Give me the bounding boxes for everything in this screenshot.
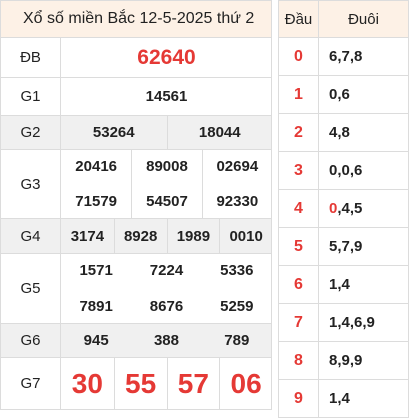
loto-tail: 0,4,5	[318, 189, 409, 228]
prize-number: 7891	[79, 297, 113, 315]
tail-digits: 0	[329, 200, 338, 217]
loto-head: 8	[278, 341, 319, 380]
prize-number: 3174	[70, 227, 105, 245]
tail-digits: 4,8	[329, 124, 350, 141]
prize-number: 62640	[137, 45, 196, 69]
prize-number: 0010	[219, 218, 272, 254]
prize-number: 20416	[75, 158, 118, 175]
prize-number: 1571	[79, 262, 113, 280]
loto-tail: 5,7,9	[318, 227, 409, 266]
loto-head: 2	[278, 113, 319, 152]
prize-number: 06	[219, 357, 272, 410]
prize-name: G4	[0, 218, 61, 254]
prize-name: G1	[0, 77, 61, 116]
prize-number: 5336	[220, 262, 254, 280]
tail-digits: 8,9,9	[329, 352, 363, 369]
loto-head: 5	[278, 227, 319, 266]
prize-number: 945	[83, 332, 109, 349]
prize-name: G2	[0, 115, 61, 150]
prize-number: 8928	[113, 218, 167, 254]
prize-name: G6	[0, 323, 61, 358]
loto-tail: 4,8	[318, 113, 409, 152]
loto-head: 3	[278, 151, 319, 190]
prize-number: 92330	[201, 184, 272, 219]
tail-digits: 1,4	[329, 276, 350, 293]
prize-number: 14561	[145, 88, 188, 105]
prize-number: 7224	[149, 262, 184, 280]
tail-digits: 1,4,6,9	[329, 314, 375, 331]
prize-number: 57	[166, 357, 220, 410]
prize-area	[60, 253, 272, 324]
prize-area	[60, 149, 272, 219]
prize-number: 89008	[131, 149, 201, 184]
loto-tail: 8,9,9	[318, 341, 409, 380]
prize-number: 388	[153, 332, 179, 349]
tail-digits: 6,7,8	[329, 48, 363, 65]
prize-number: 55	[113, 357, 167, 410]
loto-head: 6	[278, 265, 319, 304]
loto-tail: 0,6	[318, 75, 409, 114]
loto-tail: 1,4	[318, 265, 409, 304]
tail-digits: 0,0,6	[329, 162, 363, 179]
loto-tail: 1,4,6,9	[318, 303, 409, 342]
tail-digits: ,4,5	[337, 200, 363, 217]
loto-head: 1	[278, 75, 319, 114]
loto-head: 4	[278, 189, 319, 228]
prize-area	[60, 323, 272, 358]
prize-area	[60, 357, 272, 410]
prize-number: 71579	[75, 193, 118, 210]
prize-name: G3	[0, 149, 61, 219]
prize-number: 18044	[166, 115, 273, 150]
loto-head: 9	[278, 379, 319, 418]
tail-digits: 0,6	[329, 86, 350, 103]
loto-head: 7	[278, 303, 319, 342]
prize-number: 5259	[220, 297, 254, 315]
tail-digits: 5,7,9	[329, 238, 363, 255]
prize-name: G5	[0, 253, 61, 324]
prize-number: 54507	[131, 184, 201, 219]
prize-area	[60, 77, 272, 116]
loto-header: Đầu	[278, 0, 319, 38]
prize-number: 1989	[166, 218, 220, 254]
prize-number: 30	[71, 367, 103, 399]
loto-tail: 0,0,6	[318, 151, 409, 190]
prize-number: 8676	[149, 297, 184, 315]
loto-tail: 1,4	[318, 379, 409, 418]
tail-digits: 1,4	[329, 390, 350, 407]
prize-name: G7	[0, 357, 61, 410]
loto-header: Đuôi	[318, 0, 409, 38]
prize-area	[60, 37, 272, 78]
prize-name: ĐB	[0, 37, 61, 78]
prize-number: 789	[224, 332, 250, 349]
prize-number: 02694	[201, 149, 272, 184]
prize-number: 53264	[92, 124, 135, 141]
title: Xổ số miền Bắc 12-5-2025 thứ 2	[0, 0, 272, 38]
loto-head: 0	[278, 37, 319, 76]
loto-tail: 6,7,8	[318, 37, 409, 76]
